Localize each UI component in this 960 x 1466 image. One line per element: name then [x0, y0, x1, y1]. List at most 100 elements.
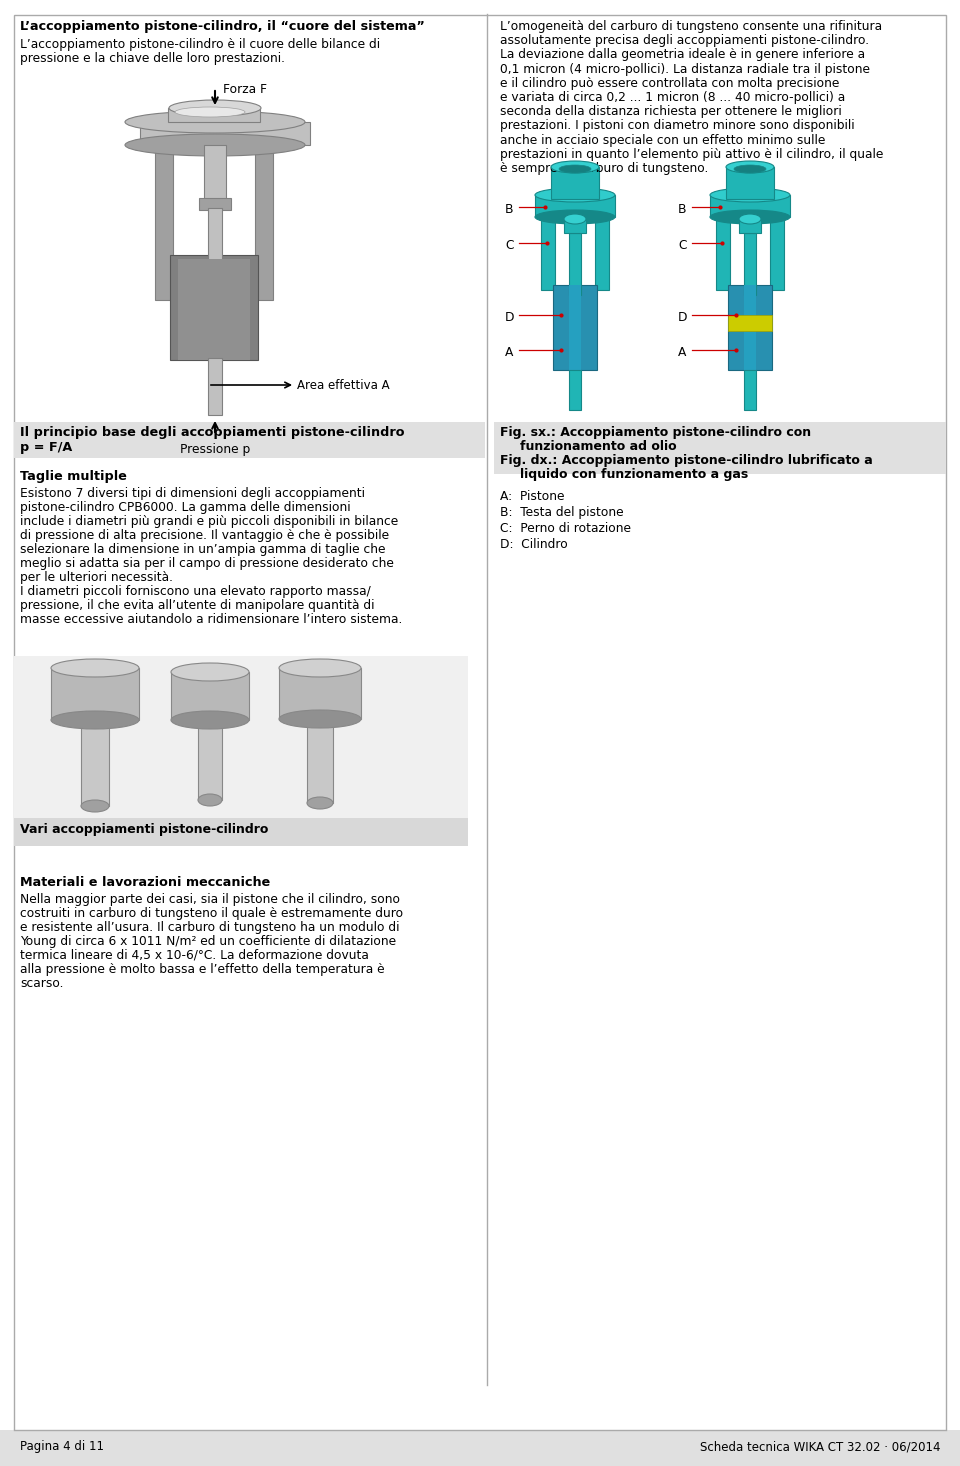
- Ellipse shape: [81, 800, 109, 812]
- Text: A: A: [678, 346, 686, 359]
- Ellipse shape: [307, 798, 333, 809]
- Text: B: B: [678, 202, 686, 216]
- Bar: [155, 148, 173, 301]
- Bar: [728, 284, 772, 369]
- Ellipse shape: [279, 710, 361, 729]
- Bar: [171, 671, 249, 720]
- Text: Il principio base degli accoppiamenti pistone-cilindro: Il principio base degli accoppiamenti pi…: [20, 427, 404, 438]
- Text: è sempre in carburo di tungsteno.: è sempre in carburo di tungsteno.: [500, 163, 708, 174]
- Bar: [710, 195, 790, 217]
- Bar: [494, 422, 946, 474]
- Text: D: D: [678, 311, 687, 324]
- Ellipse shape: [171, 711, 249, 729]
- Ellipse shape: [175, 107, 245, 117]
- Ellipse shape: [51, 711, 139, 729]
- Ellipse shape: [171, 663, 249, 682]
- Bar: [170, 255, 258, 361]
- Text: masse eccessive aiutandolo a ridimensionare l’intero sistema.: masse eccessive aiutandolo a ridimension…: [20, 613, 402, 626]
- Bar: [208, 358, 222, 415]
- Bar: [51, 668, 139, 720]
- Ellipse shape: [535, 210, 615, 224]
- Text: e resistente all’usura. Il carburo di tungsteno ha un modulo di: e resistente all’usura. Il carburo di tu…: [20, 921, 399, 934]
- Bar: [553, 284, 597, 369]
- Text: B:  Testa del pistone: B: Testa del pistone: [500, 506, 624, 519]
- Ellipse shape: [279, 660, 361, 677]
- Bar: [595, 218, 609, 290]
- Text: Pressione p: Pressione p: [180, 443, 251, 456]
- Text: selezionare la dimensione in un’ampia gamma di taglie che: selezionare la dimensione in un’ampia ga…: [20, 542, 386, 556]
- Text: C:  Perno di rotazione: C: Perno di rotazione: [500, 522, 631, 535]
- Ellipse shape: [125, 133, 305, 155]
- Bar: [14, 818, 468, 846]
- Bar: [14, 655, 468, 818]
- Text: Young di circa 6 x 1011 N/m² ed un coefficiente di dilatazione: Young di circa 6 x 1011 N/m² ed un coeff…: [20, 935, 396, 949]
- Bar: [744, 233, 756, 295]
- Text: meglio si adatta sia per il campo di pressione desiderato che: meglio si adatta sia per il campo di pre…: [20, 557, 394, 570]
- Text: pressione, il che evita all’utente di manipolare quantità di: pressione, il che evita all’utente di ma…: [20, 600, 374, 611]
- Text: alla pressione è molto bassa e l’effetto della temperatura è: alla pressione è molto bassa e l’effetto…: [20, 963, 385, 976]
- Bar: [204, 145, 226, 199]
- Text: seconda della distanza richiesta per ottenere le migliori: seconda della distanza richiesta per ott…: [500, 106, 842, 119]
- Ellipse shape: [169, 100, 261, 116]
- Ellipse shape: [564, 214, 586, 224]
- Ellipse shape: [535, 188, 615, 202]
- Bar: [279, 668, 361, 718]
- Text: costruiti in carburo di tungsteno il quale è estremamente duro: costruiti in carburo di tungsteno il qua…: [20, 907, 403, 921]
- Text: anche in acciaio speciale con un effetto minimo sulle: anche in acciaio speciale con un effetto…: [500, 133, 826, 147]
- Ellipse shape: [710, 210, 790, 224]
- Bar: [739, 218, 761, 233]
- Text: Vari accoppiamenti pistone-cilindro: Vari accoppiamenti pistone-cilindro: [20, 822, 269, 836]
- Ellipse shape: [739, 214, 761, 224]
- Ellipse shape: [559, 166, 591, 173]
- Ellipse shape: [198, 795, 222, 806]
- Text: per le ulteriori necessità.: per le ulteriori necessità.: [20, 570, 173, 583]
- Text: 0,1 micron (4 micro-pollici). La distanza radiale tra il pistone: 0,1 micron (4 micro-pollici). La distanz…: [500, 63, 870, 76]
- Text: A:  Pistone: A: Pistone: [500, 490, 564, 503]
- Text: prestazioni. I pistoni con diametro minore sono disponibili: prestazioni. I pistoni con diametro mino…: [500, 119, 854, 132]
- Text: Scheda tecnica WIKA CT 32.02 · 06/2014: Scheda tecnica WIKA CT 32.02 · 06/2014: [700, 1440, 940, 1453]
- Text: prestazioni in quanto l’elemento più attivo è il cilindro, il quale: prestazioni in quanto l’elemento più att…: [500, 148, 883, 161]
- Text: Area effettiva A: Area effettiva A: [297, 380, 390, 391]
- Bar: [198, 720, 222, 800]
- Text: L’accoppiamento pistone-cilindro è il cuore delle bilance di: L’accoppiamento pistone-cilindro è il cu…: [20, 38, 380, 51]
- Bar: [168, 108, 260, 122]
- Text: scarso.: scarso.: [20, 976, 63, 990]
- Ellipse shape: [734, 166, 766, 173]
- Bar: [0, 1429, 960, 1466]
- Text: L’omogeneità del carburo di tungsteno consente una rifinitura: L’omogeneità del carburo di tungsteno co…: [500, 21, 882, 34]
- Text: include i diametri più grandi e più piccoli disponibili in bilance: include i diametri più grandi e più picc…: [20, 515, 398, 528]
- Text: L’accoppiamento pistone-cilindro, il “cuore del sistema”: L’accoppiamento pistone-cilindro, il “cu…: [20, 21, 425, 34]
- Ellipse shape: [51, 660, 139, 677]
- Text: C: C: [505, 239, 514, 252]
- Text: A: A: [505, 346, 514, 359]
- Text: Pagina 4 di 11: Pagina 4 di 11: [20, 1440, 104, 1453]
- Bar: [716, 218, 730, 290]
- Bar: [178, 259, 250, 361]
- Bar: [551, 167, 599, 199]
- Text: Taglie multiple: Taglie multiple: [20, 471, 127, 482]
- Text: pistone-cilindro CPB6000. La gamma delle dimensioni: pistone-cilindro CPB6000. La gamma delle…: [20, 501, 350, 515]
- Ellipse shape: [551, 161, 599, 173]
- Text: assolutamente precisa degli accoppiamenti pistone-cilindro.: assolutamente precisa degli accoppiament…: [500, 34, 869, 47]
- Text: termica lineare di 4,5 x 10-6/°C. La deformazione dovuta: termica lineare di 4,5 x 10-6/°C. La def…: [20, 949, 369, 962]
- Text: Nella maggior parte dei casi, sia il pistone che il cilindro, sono: Nella maggior parte dei casi, sia il pis…: [20, 893, 400, 906]
- Bar: [569, 233, 581, 295]
- Text: D: D: [505, 311, 515, 324]
- Text: I diametri piccoli forniscono una elevato rapporto massa/: I diametri piccoli forniscono una elevat…: [20, 585, 371, 598]
- Ellipse shape: [726, 161, 774, 173]
- Bar: [569, 369, 581, 410]
- Text: liquido con funzionamento a gas: liquido con funzionamento a gas: [520, 468, 748, 481]
- Bar: [569, 284, 581, 369]
- Bar: [208, 208, 222, 295]
- Bar: [744, 284, 756, 369]
- Text: C: C: [678, 239, 686, 252]
- Ellipse shape: [125, 111, 305, 133]
- Text: p = F/A: p = F/A: [20, 441, 72, 454]
- Bar: [255, 148, 273, 301]
- Text: e il cilindro può essere controllata con molta precisione: e il cilindro può essere controllata con…: [500, 76, 839, 89]
- Text: D:  Cilindro: D: Cilindro: [500, 538, 567, 551]
- Bar: [14, 422, 485, 457]
- Bar: [535, 195, 615, 217]
- Text: di pressione di alta precisione. Il vantaggio è che è possibile: di pressione di alta precisione. Il vant…: [20, 529, 389, 542]
- Bar: [199, 198, 231, 210]
